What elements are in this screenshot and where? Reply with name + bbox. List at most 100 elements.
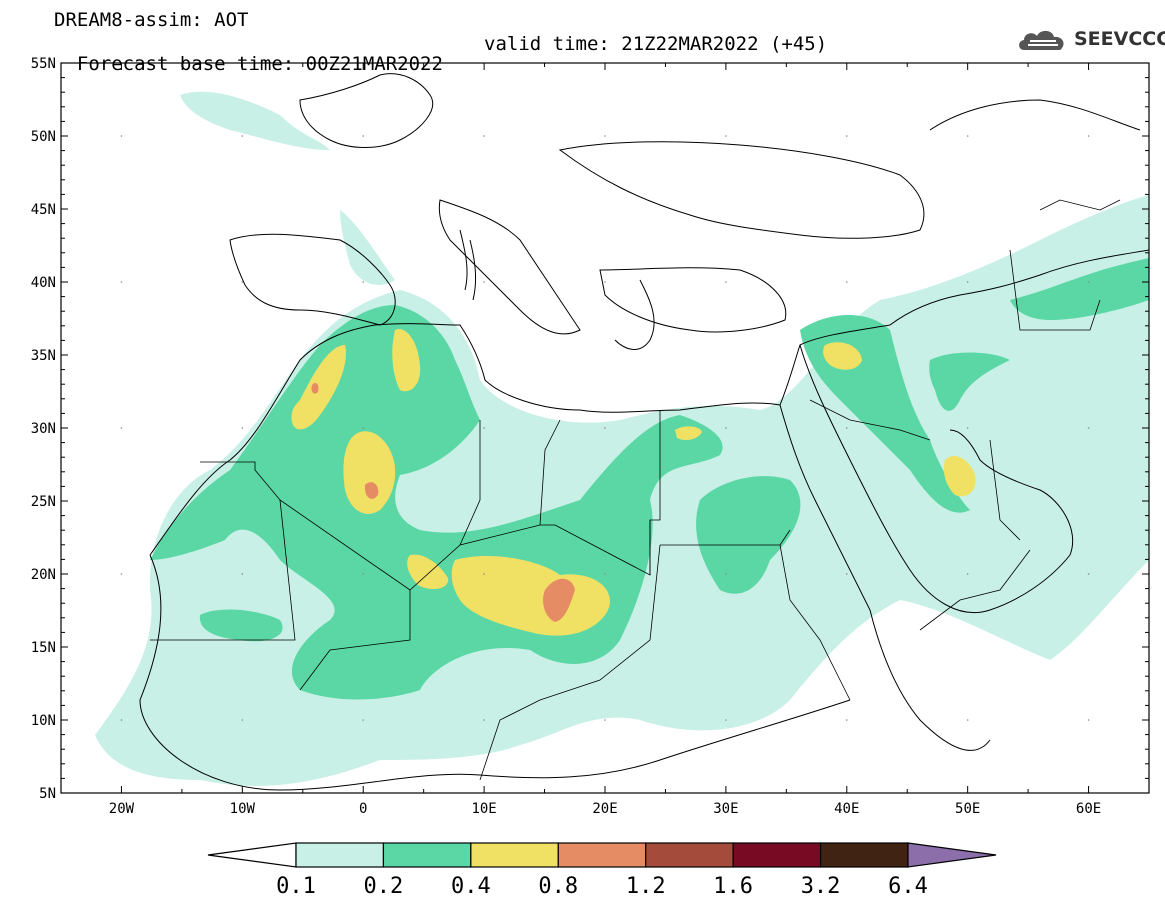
graticule-dot bbox=[241, 719, 244, 721]
graticule-dot bbox=[604, 573, 606, 575]
graticule-dot bbox=[604, 719, 606, 721]
lat-label: 35N bbox=[31, 348, 56, 364]
graticule-dot bbox=[1087, 573, 1090, 575]
lat-label: 45N bbox=[31, 202, 56, 218]
lat-label: 10N bbox=[31, 713, 56, 729]
graticule-dot bbox=[483, 719, 485, 721]
colorbar-label: 6.4 bbox=[888, 874, 928, 899]
graticule-dot bbox=[120, 573, 123, 575]
graticule-dot bbox=[1087, 281, 1090, 283]
colorbar-label: 1.2 bbox=[626, 874, 666, 899]
graticule-dot bbox=[241, 427, 244, 429]
colorbar-labels: 0.1 0.2 0.4 0.8 1.2 1.6 3.2 6.4 bbox=[276, 874, 928, 899]
graticule-dot bbox=[483, 573, 485, 575]
graticule-dot bbox=[845, 573, 848, 575]
colorbar-box bbox=[732, 842, 822, 868]
graticule-dot bbox=[483, 281, 485, 283]
lat-label: 5N bbox=[39, 786, 56, 802]
borders bbox=[150, 199, 1121, 781]
lat-label: 20N bbox=[31, 567, 56, 583]
logo-text: SEEVCCC bbox=[1074, 28, 1165, 50]
forecast-times: Forecast base time: 00Z21MAR2022 valid t… bbox=[54, 34, 827, 94]
lon-label: 10W bbox=[230, 801, 256, 817]
colorbar-box bbox=[295, 842, 385, 868]
latitude-labels: 55N 50N 45N 40N 35N 30N 25N 20N 15N 10N 5N bbox=[31, 56, 56, 802]
colorbar bbox=[207, 842, 997, 868]
graticule-dot bbox=[241, 135, 244, 137]
lat-label: 40N bbox=[31, 275, 56, 291]
graticule-dot bbox=[1087, 427, 1090, 429]
lon-label: 60E bbox=[1076, 801, 1101, 817]
cloud-icon bbox=[1019, 30, 1064, 50]
aot-contours bbox=[95, 91, 1149, 786]
graticule-dot bbox=[483, 135, 485, 137]
graticule-dot bbox=[845, 427, 848, 429]
colorbar-label: 3.2 bbox=[801, 874, 841, 899]
graticule-dot bbox=[483, 427, 485, 429]
colorbar-box bbox=[382, 842, 472, 868]
colorbar-box bbox=[470, 842, 559, 868]
graticule-dot bbox=[120, 281, 123, 283]
graticule-dot bbox=[362, 135, 365, 137]
lon-label: 20W bbox=[109, 801, 135, 817]
graticule-dot bbox=[966, 427, 969, 429]
graticule-dot bbox=[604, 135, 606, 137]
graticule-dot bbox=[362, 573, 365, 575]
lon-label: 30E bbox=[713, 801, 738, 817]
coastlines bbox=[139, 73, 1149, 791]
aot-band-0.8 bbox=[311, 382, 575, 622]
lat-label: 50N bbox=[31, 129, 56, 145]
graticule-dot bbox=[362, 281, 365, 283]
lon-label: 40E bbox=[834, 801, 859, 817]
graticule-dot bbox=[1087, 135, 1090, 137]
graticule-dot bbox=[362, 719, 365, 721]
lon-label: 50E bbox=[955, 801, 980, 817]
lat-label: 25N bbox=[31, 494, 56, 510]
graticule-dot bbox=[604, 427, 606, 429]
lon-label: 0 bbox=[359, 801, 367, 817]
seevccc-logo: SEEVCCC bbox=[1016, 24, 1165, 56]
graticule-dot bbox=[725, 135, 727, 137]
colorbar-label: 1.6 bbox=[713, 874, 753, 899]
colorbar-box bbox=[645, 842, 734, 868]
graticule-dot bbox=[604, 281, 606, 283]
graticule-dot bbox=[966, 719, 969, 721]
graticule-dot bbox=[845, 135, 848, 137]
aot-band-0.4 bbox=[291, 329, 976, 636]
graticule-dot bbox=[966, 281, 969, 283]
graticule-dot bbox=[966, 135, 969, 137]
colorbar-label: 0.8 bbox=[538, 874, 578, 899]
graticule-dot bbox=[725, 719, 727, 721]
graticule-dot bbox=[725, 427, 727, 429]
lat-label: 30N bbox=[31, 421, 56, 437]
graticule-dot bbox=[241, 281, 244, 283]
graticule-dots bbox=[120, 135, 1090, 721]
lat-label: 15N bbox=[31, 640, 56, 656]
colorbar-box bbox=[557, 842, 647, 868]
graticule-dot bbox=[725, 281, 727, 283]
graticule-dot bbox=[120, 719, 123, 721]
lon-label: 10E bbox=[471, 801, 496, 817]
graticule-dot bbox=[725, 573, 727, 575]
lat-label: 55N bbox=[31, 56, 56, 72]
graticule-dot bbox=[120, 427, 123, 429]
colorbar-over-arrow bbox=[907, 842, 997, 868]
graticule-dot bbox=[1087, 719, 1090, 721]
longitude-labels: 20W 10W 0 10E 20E 30E 40E 50E 60E bbox=[109, 801, 1101, 817]
lon-label: 20E bbox=[592, 801, 617, 817]
map-title: DREAM8-assim: AOT bbox=[54, 9, 249, 31]
graticule-dot bbox=[845, 719, 848, 721]
valid-time: valid time: 21Z22MAR2022 (+45) bbox=[484, 33, 828, 55]
graticule-dot bbox=[966, 573, 969, 575]
graticule-dot bbox=[241, 573, 244, 575]
colorbar-under-arrow bbox=[207, 842, 297, 868]
graticule-dot bbox=[120, 135, 123, 137]
colorbar-box bbox=[819, 842, 909, 868]
base-time: Forecast base time: 00Z21MAR2022 bbox=[76, 53, 443, 75]
axis-ticks bbox=[60, 62, 1150, 794]
colorbar-label: 0.4 bbox=[451, 874, 491, 899]
colorbar-label: 0.2 bbox=[364, 874, 404, 899]
graticule-dot bbox=[362, 427, 365, 429]
colorbar-label: 0.1 bbox=[276, 874, 316, 899]
